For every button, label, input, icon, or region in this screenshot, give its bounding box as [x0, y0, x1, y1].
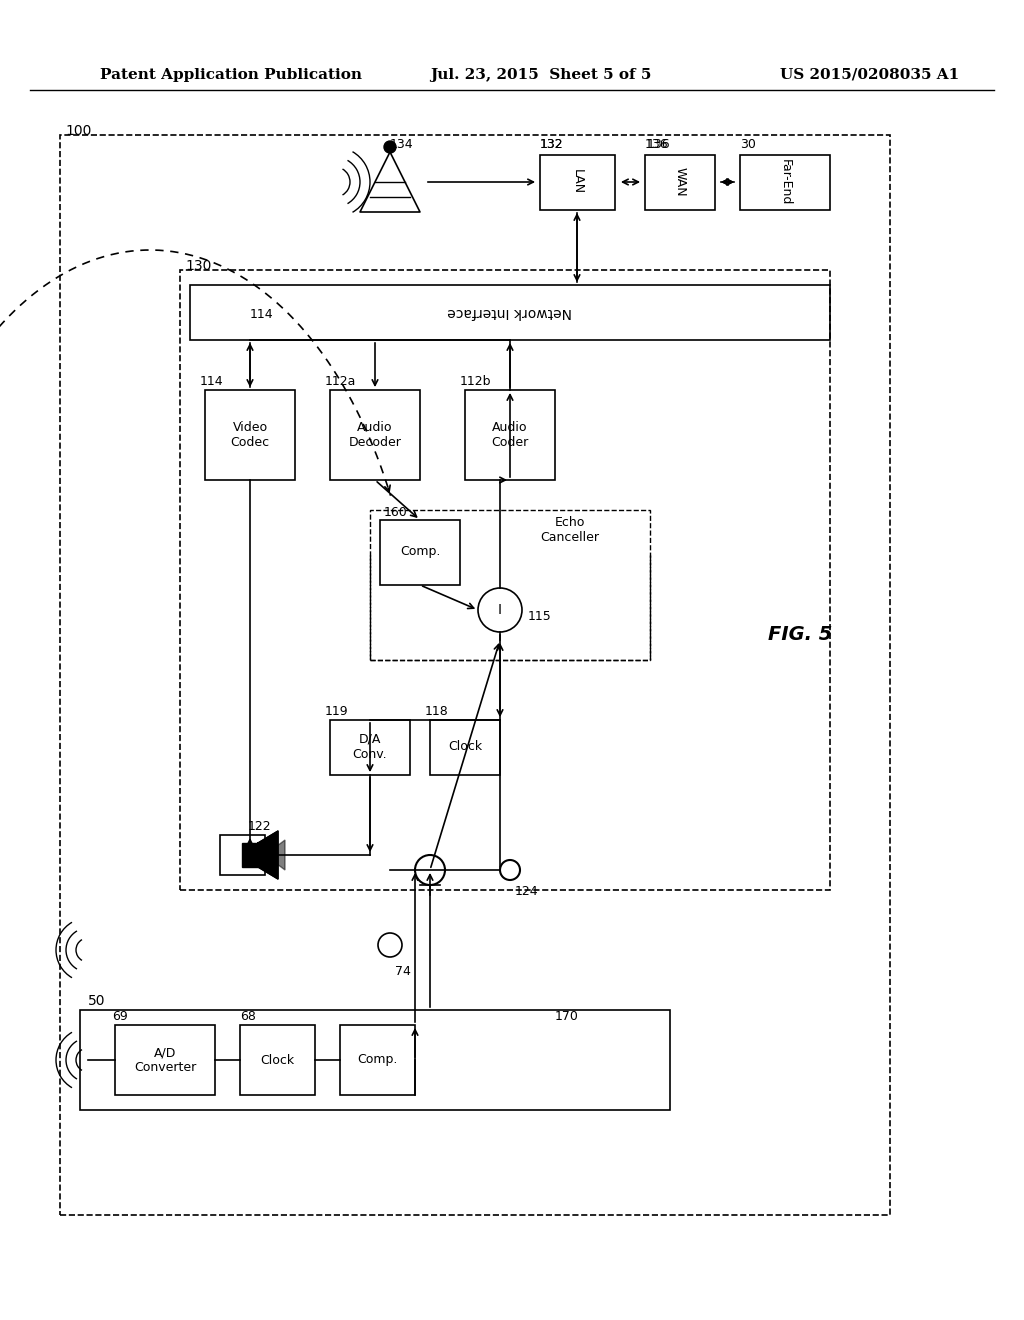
Text: WAN: WAN — [674, 168, 686, 197]
Bar — [645, 154, 715, 210]
Text: 114: 114 — [200, 375, 223, 388]
Text: Audio
Decoder: Audio Decoder — [348, 421, 401, 449]
Text: 114: 114 — [250, 308, 273, 321]
Text: 160: 160 — [384, 506, 408, 519]
Text: Clock: Clock — [447, 741, 482, 754]
Bar — [370, 510, 650, 660]
Polygon shape — [265, 840, 285, 870]
Text: Comp.: Comp. — [399, 545, 440, 558]
Text: Video
Codec: Video Codec — [230, 421, 269, 449]
Bar — [380, 520, 460, 585]
Text: 112b: 112b — [460, 375, 492, 388]
Text: 100: 100 — [65, 124, 91, 139]
Text: 118: 118 — [425, 705, 449, 718]
Text: US 2015/0208035 A1: US 2015/0208035 A1 — [780, 69, 959, 82]
Text: 124: 124 — [515, 884, 539, 898]
Bar — [330, 389, 420, 480]
Text: 136: 136 — [645, 139, 669, 150]
Text: LAN: LAN — [570, 169, 584, 194]
Bar — [205, 389, 295, 480]
Bar — [242, 843, 258, 867]
Bar — [115, 1026, 215, 1096]
Bar — [465, 389, 555, 480]
Bar — [80, 1010, 670, 1110]
Text: Patent Application Publication: Patent Application Publication — [100, 69, 362, 82]
Text: Echo
Canceller: Echo Canceller — [541, 516, 599, 544]
Text: 130: 130 — [185, 259, 211, 273]
Text: 115: 115 — [528, 610, 552, 623]
Text: 134: 134 — [390, 139, 414, 150]
Circle shape — [384, 141, 396, 153]
Bar — [240, 1026, 315, 1096]
Text: 119: 119 — [325, 705, 348, 718]
Text: I: I — [498, 603, 502, 616]
Text: 68: 68 — [240, 1010, 256, 1023]
Text: Jul. 23, 2015  Sheet 5 of 5: Jul. 23, 2015 Sheet 5 of 5 — [430, 69, 651, 82]
Text: 136: 136 — [647, 139, 671, 150]
Bar — [740, 154, 830, 210]
Text: Comp.: Comp. — [356, 1053, 397, 1067]
Text: 30: 30 — [740, 139, 756, 150]
Bar — [60, 135, 890, 1214]
Text: 132: 132 — [540, 139, 563, 150]
Text: 132: 132 — [540, 139, 563, 150]
Text: FIG. 5: FIG. 5 — [768, 624, 833, 644]
Text: 170: 170 — [555, 1010, 579, 1023]
Text: Network Interface: Network Interface — [447, 305, 572, 319]
Text: 112a: 112a — [325, 375, 356, 388]
Bar — [340, 1026, 415, 1096]
Polygon shape — [258, 832, 278, 879]
Bar — [330, 719, 410, 775]
Text: Audio
Coder: Audio Coder — [492, 421, 528, 449]
Text: 74: 74 — [395, 965, 411, 978]
Text: D/A
Conv.: D/A Conv. — [352, 733, 387, 762]
Bar — [220, 836, 265, 875]
Text: Far-End: Far-End — [778, 158, 792, 205]
Bar — [180, 271, 830, 890]
Bar — [430, 719, 500, 775]
Bar — [540, 154, 615, 210]
Text: A/D
Converter: A/D Converter — [134, 1045, 197, 1074]
Text: 122: 122 — [248, 820, 271, 833]
Text: Clock: Clock — [260, 1053, 294, 1067]
Text: 69: 69 — [112, 1010, 128, 1023]
Text: 50: 50 — [88, 994, 105, 1008]
Bar — [190, 285, 830, 341]
